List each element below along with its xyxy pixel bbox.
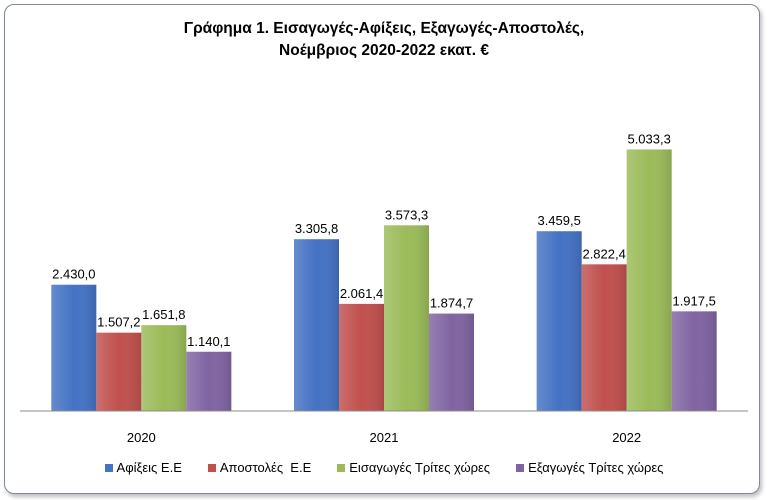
x-tick-label: 2020 bbox=[127, 430, 156, 445]
legend-swatch bbox=[207, 463, 216, 472]
chart-subtitle: Νοέμβριος 2020-2022 εκατ. € bbox=[279, 42, 489, 59]
legend-item: Αποστολές Ε.Ε bbox=[207, 460, 312, 475]
data-label: 2.061,4 bbox=[340, 286, 383, 301]
bar-shade bbox=[141, 325, 187, 411]
bar-shade bbox=[429, 313, 474, 411]
data-label: 5.033,3 bbox=[627, 131, 670, 146]
value-labels-layer: 2.430,0 1.507,21.651,81.140,1 3.305,8 2.061… bbox=[52, 131, 716, 348]
bar-shade bbox=[626, 149, 672, 411]
bar-shade bbox=[339, 303, 384, 411]
data-label: 1.140,1 bbox=[187, 334, 230, 349]
legend-swatch bbox=[337, 463, 346, 472]
bar-shade bbox=[96, 332, 142, 411]
legend-item: Αφίξεις Ε.Ε bbox=[104, 460, 182, 475]
data-label: 3.305,8 bbox=[295, 221, 338, 236]
legend-swatch bbox=[516, 463, 525, 472]
x-tick-label: 2022 bbox=[612, 430, 641, 445]
legend-item: Εξαγωγές Τρίτες χώρες bbox=[516, 460, 663, 475]
data-label: 1.507,2 bbox=[97, 315, 140, 330]
bar-shade bbox=[186, 351, 232, 411]
x-tick-label: 2021 bbox=[370, 430, 399, 445]
bar-shade bbox=[671, 311, 717, 411]
x-tick-labels: 2020 2021 2022 bbox=[127, 430, 641, 445]
data-label: 3.573,3 bbox=[385, 207, 428, 222]
legend-label: Αφίξεις Ε.Ε bbox=[116, 460, 182, 475]
legend-label: Εισαγωγές Τρίτες χώρες bbox=[349, 460, 491, 475]
data-label: 1.874,7 bbox=[430, 296, 473, 311]
data-label: 3.459,5 bbox=[537, 213, 580, 228]
data-label: 2.822,4 bbox=[582, 246, 625, 261]
bar-shade bbox=[581, 264, 627, 411]
data-label: 2.430,0 bbox=[52, 267, 95, 282]
chart-title: Γράφημα 1. Εισαγωγές-Αφίξεις, Εξαγωγές-Α… bbox=[183, 20, 585, 37]
bar-shade bbox=[536, 231, 582, 411]
bar-shade bbox=[51, 284, 97, 411]
legend-label: Αποστολές Ε.Ε bbox=[219, 460, 312, 475]
bar-shade bbox=[294, 239, 339, 411]
legend-label: Εξαγωγές Τρίτες χώρες bbox=[528, 460, 664, 475]
data-label: 1.917,5 bbox=[672, 293, 715, 308]
legend-item: Εισαγωγές Τρίτες χώρες bbox=[337, 460, 490, 475]
legend-swatch bbox=[104, 463, 113, 472]
bar-shade bbox=[384, 225, 429, 411]
data-label: 1.651,8 bbox=[142, 307, 185, 322]
chart-legend: Αφίξεις Ε.Ε Αποστολές Ε.Ε Εισαγωγές Τρίτες… bbox=[0, 460, 768, 475]
bars-layer bbox=[51, 149, 717, 411]
